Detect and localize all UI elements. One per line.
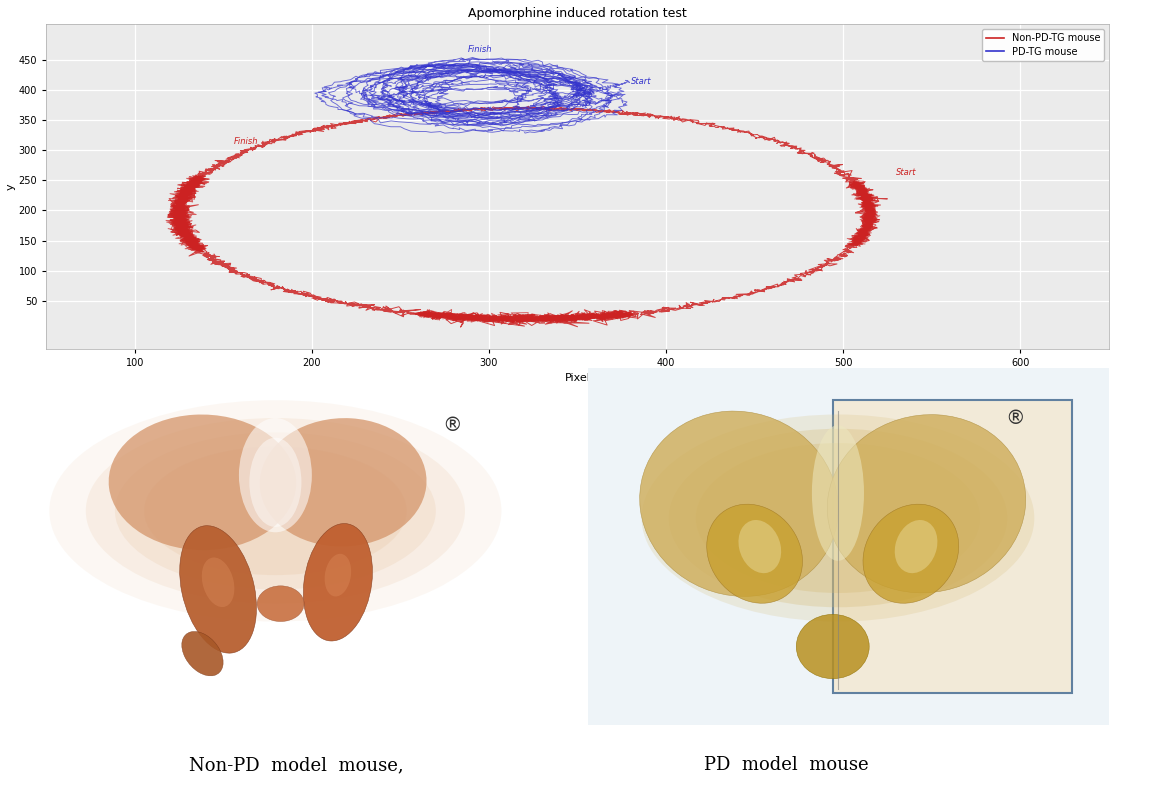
Ellipse shape xyxy=(695,443,981,593)
Ellipse shape xyxy=(812,426,864,561)
Text: Start: Start xyxy=(896,168,917,177)
Ellipse shape xyxy=(144,447,407,575)
Legend: Non-PD-TG mouse, PD-TG mouse: Non-PD-TG mouse, PD-TG mouse xyxy=(983,29,1104,60)
Ellipse shape xyxy=(304,524,372,641)
Ellipse shape xyxy=(796,614,870,679)
Text: PD  model  mouse: PD model mouse xyxy=(703,756,869,774)
Ellipse shape xyxy=(895,520,938,573)
Ellipse shape xyxy=(738,520,781,573)
Ellipse shape xyxy=(258,586,304,621)
Text: ®: ® xyxy=(442,416,462,434)
Ellipse shape xyxy=(50,401,501,621)
Ellipse shape xyxy=(180,526,256,653)
Ellipse shape xyxy=(85,418,465,604)
Ellipse shape xyxy=(202,558,234,607)
Ellipse shape xyxy=(863,505,959,603)
Ellipse shape xyxy=(669,429,1007,607)
Ellipse shape xyxy=(260,418,426,546)
Ellipse shape xyxy=(249,438,301,527)
Text: Finish: Finish xyxy=(234,137,259,146)
Ellipse shape xyxy=(641,414,1035,621)
Text: ®: ® xyxy=(1005,409,1024,427)
Ellipse shape xyxy=(181,631,223,676)
Bar xyxy=(833,401,1072,693)
Text: Start: Start xyxy=(631,77,651,85)
X-axis label: Pixel: Pixel xyxy=(565,373,590,384)
Ellipse shape xyxy=(239,418,312,532)
Ellipse shape xyxy=(827,414,1026,593)
Text: Finish: Finish xyxy=(468,45,492,54)
Ellipse shape xyxy=(707,505,803,603)
Y-axis label: y: y xyxy=(6,183,16,189)
Title: Apomorphine induced rotation test: Apomorphine induced rotation test xyxy=(468,7,687,20)
Ellipse shape xyxy=(116,432,435,589)
Text: Non-PD  model  mouse,: Non-PD model mouse, xyxy=(189,756,403,774)
Ellipse shape xyxy=(109,414,297,550)
Ellipse shape xyxy=(325,554,351,596)
Ellipse shape xyxy=(640,411,839,596)
